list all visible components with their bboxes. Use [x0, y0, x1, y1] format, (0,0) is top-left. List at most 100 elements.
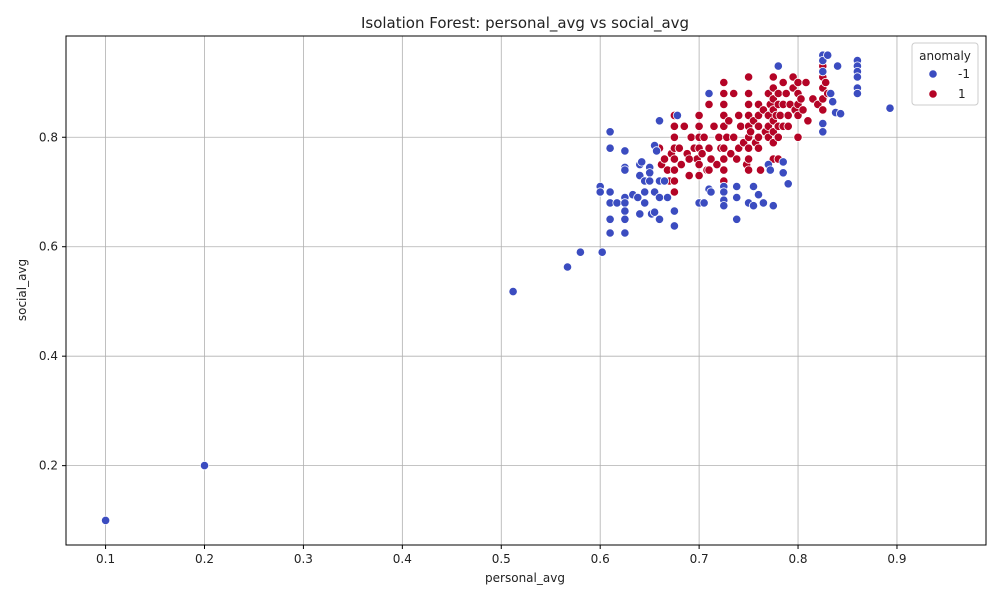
y-tick-label: 0.6 [39, 240, 58, 254]
data-point [706, 154, 716, 164]
data-point [835, 109, 846, 119]
data-point [818, 105, 828, 115]
data-point [726, 149, 736, 159]
data-point [719, 201, 729, 211]
data-point [743, 88, 754, 99]
grid [66, 36, 986, 545]
data-point [832, 61, 843, 71]
data-point [674, 143, 684, 153]
data-point [508, 286, 518, 297]
data-point [605, 214, 615, 224]
data-point [768, 201, 778, 211]
data-point [821, 77, 831, 88]
x-tick-label: 0.6 [591, 552, 610, 566]
legend-marker-series-1 [928, 89, 938, 99]
data-point [778, 157, 788, 167]
data-point [704, 143, 714, 153]
data-point [669, 206, 680, 216]
data-point [801, 77, 811, 88]
data-point [732, 214, 742, 224]
data-point [694, 171, 704, 181]
series-2 [101, 50, 895, 526]
data-point [620, 228, 630, 238]
data-point [783, 121, 793, 131]
data-point [732, 192, 742, 203]
data-point [684, 154, 694, 164]
data-point [743, 165, 754, 175]
data-point [669, 176, 680, 186]
data-point [826, 88, 836, 99]
y-tick-label: 0.8 [39, 130, 58, 144]
data-point [669, 132, 680, 142]
data-point [633, 192, 643, 203]
data-point [694, 160, 704, 170]
x-tick-label: 0.5 [492, 552, 511, 566]
x-tick-label: 0.1 [96, 552, 115, 566]
x-tick-label: 0.8 [788, 552, 807, 566]
data-point [734, 110, 744, 121]
data-point [637, 157, 647, 167]
data-point [645, 176, 655, 186]
data-point [704, 88, 714, 99]
data-point [732, 181, 742, 192]
data-point [669, 154, 680, 164]
data-point [852, 88, 863, 99]
x-axis-ticks: 0.1 0.2 0.3 0.4 0.5 0.6 0.7 0.8 0.9 [96, 545, 907, 566]
data-point [699, 198, 709, 208]
x-tick-label: 0.3 [294, 552, 313, 566]
data-point [659, 154, 670, 164]
data-point [748, 201, 759, 211]
data-point [709, 121, 719, 131]
data-point [684, 171, 694, 181]
data-point [885, 103, 895, 113]
data-point [823, 50, 833, 60]
data-point [719, 154, 729, 164]
y-axis-label: social_avg [15, 259, 29, 321]
data-point [736, 121, 746, 131]
data-point [803, 116, 813, 126]
data-point [654, 192, 665, 203]
data-point [699, 132, 709, 142]
data-point [748, 181, 759, 192]
data-point [605, 228, 615, 238]
x-tick-label: 0.2 [195, 552, 214, 566]
data-point [654, 214, 665, 224]
data-point [694, 121, 704, 131]
data-point [852, 72, 863, 82]
legend: anomaly -1 1 [911, 42, 979, 106]
data-point [649, 207, 660, 217]
data-point [669, 165, 680, 175]
x-axis-label: personal_avg [485, 571, 565, 585]
data-point [778, 168, 788, 178]
data-point [679, 121, 689, 131]
chart-title: Isolation Forest: personal_avg vs social… [361, 14, 689, 33]
data-point [753, 143, 764, 153]
data-point [783, 110, 793, 121]
data-point [669, 221, 680, 231]
data-point [620, 198, 630, 208]
x-tick-label: 0.7 [690, 552, 709, 566]
data-point [755, 165, 766, 175]
data-point [719, 165, 729, 175]
data-point [640, 187, 650, 197]
data-point [199, 460, 210, 471]
data-point [732, 154, 742, 164]
data-point [753, 190, 764, 200]
data-point [620, 146, 630, 156]
data-point [778, 77, 788, 88]
data-point [575, 247, 586, 257]
data-point [640, 198, 650, 208]
legend-box [911, 42, 979, 106]
data-point [818, 127, 828, 137]
data-point [101, 515, 111, 526]
series-1 [654, 61, 833, 197]
data-point [775, 110, 785, 121]
y-axis-ticks: 0.2 0.4 0.6 0.8 [39, 130, 66, 473]
data-point [686, 132, 696, 142]
data-point [793, 77, 803, 88]
x-tick-label: 0.4 [393, 552, 412, 566]
x-tick-label: 0.9 [887, 552, 906, 566]
data-point [605, 127, 615, 137]
data-point [712, 160, 722, 170]
